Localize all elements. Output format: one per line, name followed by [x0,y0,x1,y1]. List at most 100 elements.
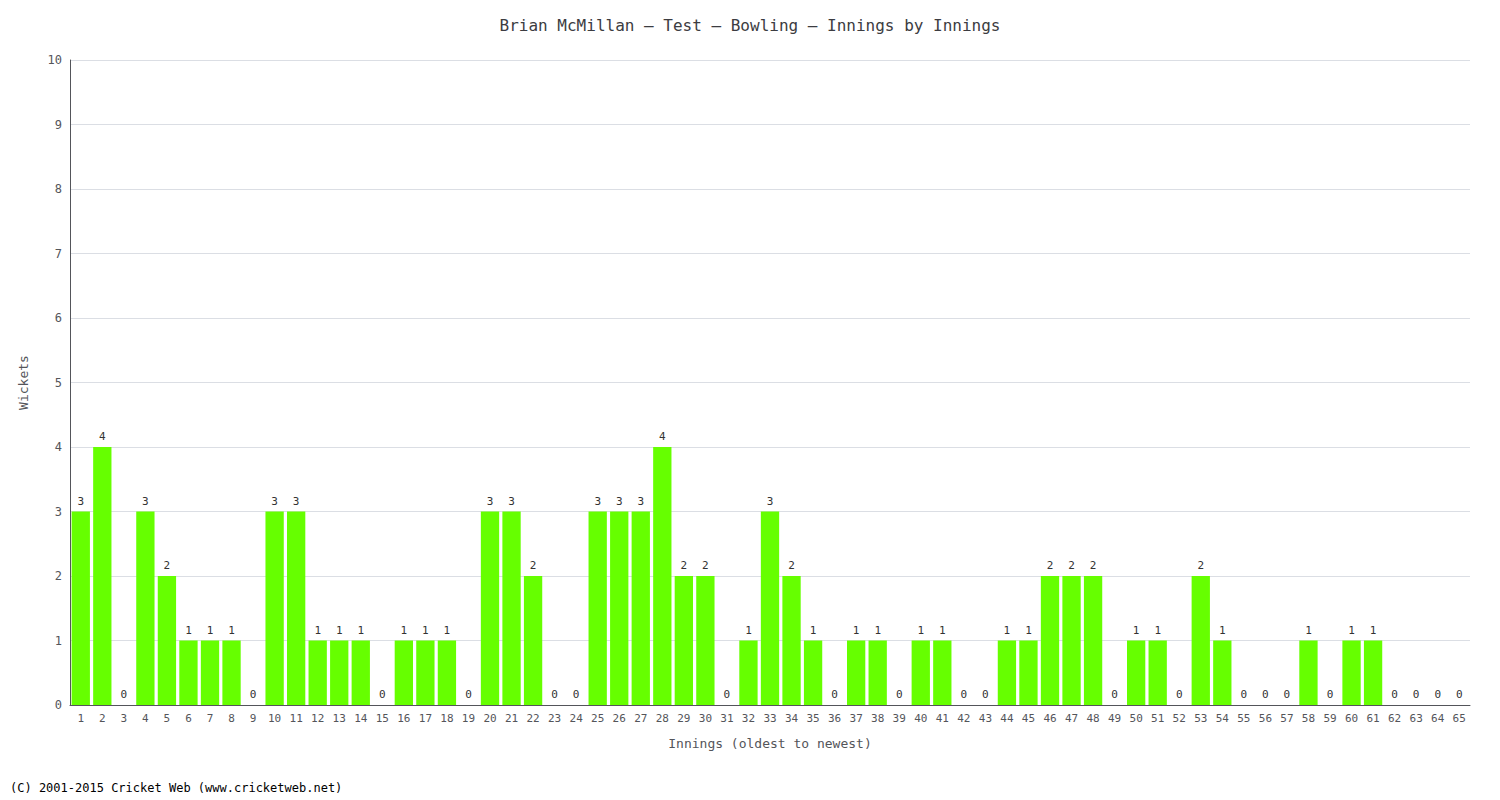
svg-text:1: 1 [422,624,429,637]
svg-text:1: 1 [357,624,364,637]
svg-text:Brian McMillan – Test – Bowlin: Brian McMillan – Test – Bowling – Inning… [500,16,1001,35]
svg-text:2: 2 [1047,559,1054,572]
svg-text:2: 2 [55,569,62,583]
svg-text:2: 2 [164,559,171,572]
svg-text:0: 0 [982,688,989,701]
svg-text:22: 22 [526,712,539,725]
svg-text:3: 3 [293,495,300,508]
svg-text:4: 4 [142,712,149,725]
svg-text:38: 38 [871,712,884,725]
svg-text:0: 0 [1413,688,1420,701]
svg-text:2: 2 [1090,559,1097,572]
svg-text:0: 0 [1176,688,1183,701]
svg-text:2: 2 [1197,559,1204,572]
svg-text:0: 0 [379,688,386,701]
svg-text:2: 2 [681,559,688,572]
svg-text:49: 49 [1108,712,1121,725]
svg-text:46: 46 [1043,712,1056,725]
svg-text:42: 42 [957,712,970,725]
svg-text:59: 59 [1323,712,1336,725]
svg-text:5: 5 [164,712,171,725]
svg-text:0: 0 [573,688,580,701]
svg-text:50: 50 [1130,712,1143,725]
svg-text:3: 3 [487,495,494,508]
svg-text:3: 3 [55,505,62,519]
svg-text:1: 1 [1133,624,1140,637]
svg-text:0: 0 [250,688,257,701]
svg-text:3: 3 [767,495,774,508]
svg-text:55: 55 [1237,712,1250,725]
svg-text:3: 3 [142,495,149,508]
svg-text:1: 1 [1025,624,1032,637]
svg-text:12: 12 [311,712,324,725]
svg-text:1: 1 [745,624,752,637]
svg-text:1: 1 [228,624,235,637]
svg-text:57: 57 [1280,712,1293,725]
svg-text:29: 29 [677,712,690,725]
svg-text:0: 0 [1241,688,1248,701]
svg-text:1: 1 [401,624,408,637]
svg-text:23: 23 [548,712,561,725]
svg-text:1: 1 [336,624,343,637]
svg-text:1: 1 [1348,624,1355,637]
svg-text:4: 4 [55,440,62,454]
svg-text:1: 1 [207,624,214,637]
svg-text:26: 26 [613,712,626,725]
svg-text:0: 0 [1327,688,1334,701]
svg-text:0: 0 [121,688,128,701]
svg-text:0: 0 [896,688,903,701]
svg-text:0: 0 [1111,688,1118,701]
svg-text:8: 8 [228,712,235,725]
svg-text:37: 37 [850,712,863,725]
svg-text:6: 6 [185,712,192,725]
svg-text:7: 7 [55,247,62,261]
svg-text:3: 3 [637,495,644,508]
svg-text:2: 2 [1068,559,1075,572]
svg-text:1: 1 [444,624,451,637]
svg-text:56: 56 [1259,712,1272,725]
svg-text:31: 31 [720,712,733,725]
svg-text:0: 0 [1284,688,1291,701]
svg-text:15: 15 [376,712,389,725]
svg-text:0: 0 [1456,688,1463,701]
svg-text:35: 35 [806,712,819,725]
svg-text:1: 1 [917,624,924,637]
svg-text:0: 0 [724,688,731,701]
svg-text:Innings (oldest to newest): Innings (oldest to newest) [668,736,872,751]
svg-text:20: 20 [483,712,496,725]
svg-text:36: 36 [828,712,841,725]
svg-text:45: 45 [1022,712,1035,725]
svg-text:62: 62 [1388,712,1401,725]
svg-text:0: 0 [551,688,558,701]
svg-text:51: 51 [1151,712,1164,725]
svg-text:32: 32 [742,712,755,725]
svg-text:1: 1 [185,624,192,637]
svg-text:1: 1 [77,712,84,725]
svg-text:63: 63 [1410,712,1423,725]
svg-text:1: 1 [1370,624,1377,637]
svg-text:18: 18 [440,712,453,725]
svg-text:61: 61 [1366,712,1379,725]
svg-text:54: 54 [1216,712,1230,725]
svg-text:60: 60 [1345,712,1358,725]
svg-text:65: 65 [1453,712,1466,725]
svg-text:53: 53 [1194,712,1207,725]
svg-text:2: 2 [99,712,106,725]
svg-text:39: 39 [893,712,906,725]
svg-text:1: 1 [1219,624,1226,637]
svg-text:0: 0 [961,688,968,701]
svg-text:52: 52 [1173,712,1186,725]
svg-text:Wickets: Wickets [16,355,31,410]
svg-text:9: 9 [250,712,257,725]
svg-text:0: 0 [465,688,472,701]
svg-text:13: 13 [333,712,346,725]
svg-text:4: 4 [99,430,106,443]
svg-text:0: 0 [1391,688,1398,701]
svg-text:3: 3 [508,495,515,508]
svg-text:44: 44 [1000,712,1014,725]
svg-text:5: 5 [55,376,62,390]
svg-text:41: 41 [936,712,949,725]
svg-text:1: 1 [1154,624,1161,637]
svg-text:1: 1 [853,624,860,637]
svg-text:0: 0 [1434,688,1441,701]
